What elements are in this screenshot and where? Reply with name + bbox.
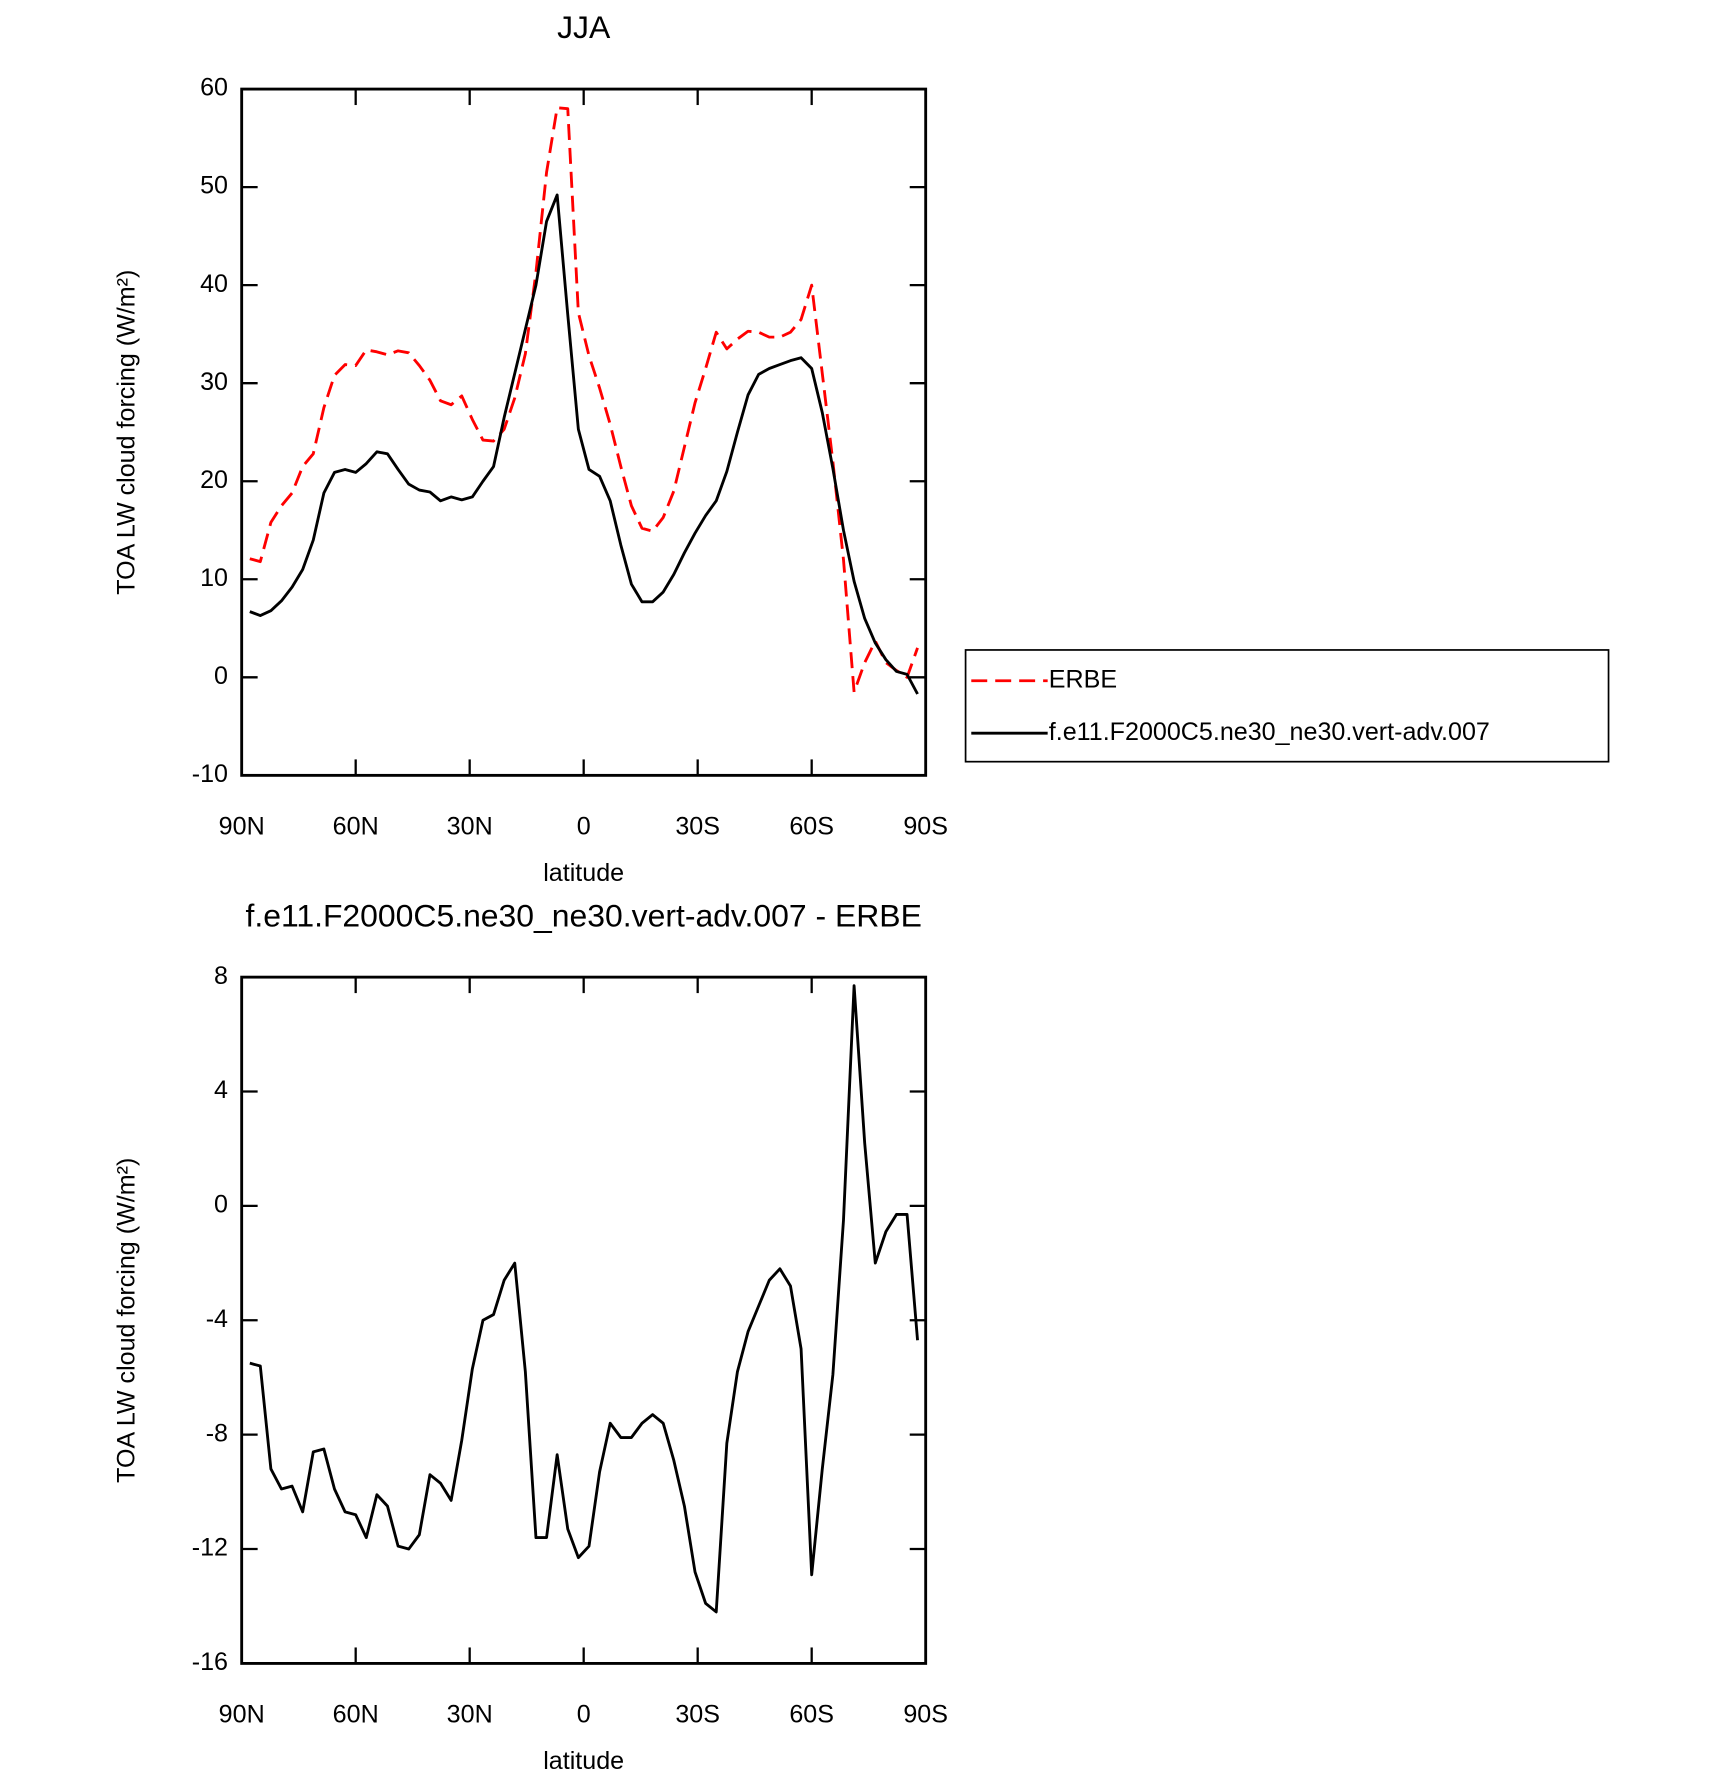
y-tick-label: 20 (200, 466, 228, 494)
x-tick-label: 30N (447, 1700, 493, 1728)
x-tick-label: 60N (333, 812, 379, 840)
x-axis-label: latitude (543, 1747, 624, 1775)
x-tick-label: 60S (789, 1700, 834, 1728)
y-tick-label: 0 (214, 1191, 228, 1219)
chart-title: JJA (557, 9, 611, 45)
x-tick-label: 90N (219, 1700, 265, 1728)
y-tick-label: 8 (214, 962, 228, 990)
y-tick-label: 50 (200, 172, 228, 200)
plot-frame (240, 87, 928, 777)
y-tick-label: 60 (200, 74, 228, 102)
x-tick-label: 60N (333, 1700, 379, 1728)
y-tick-label: -10 (192, 760, 228, 788)
y-tick-label: 10 (200, 564, 228, 592)
y-tick-label: 4 (214, 1076, 228, 1104)
y-tick-label: -8 (206, 1419, 228, 1447)
x-tick-label: 90N (219, 812, 265, 840)
y-axis-label: TOA LW cloud forcing (W/m²) (112, 1158, 140, 1483)
legend-box (964, 649, 1610, 763)
data-line (249, 106, 919, 694)
y-tick-label: -16 (192, 1648, 228, 1676)
data-line (249, 984, 919, 1614)
x-tick-label: 30N (447, 812, 493, 840)
x-tick-label: 30S (675, 1700, 720, 1728)
legend-label: ERBE (1049, 665, 1117, 693)
x-tick-label: 0 (577, 1700, 591, 1728)
x-tick-label: 60S (789, 812, 834, 840)
y-axis-label: TOA LW cloud forcing (W/m²) (112, 270, 140, 595)
x-axis-label: latitude (543, 859, 624, 887)
y-tick-label: 0 (214, 662, 228, 690)
y-tick-label: -12 (192, 1534, 228, 1562)
chart-title: f.e11.F2000C5.ne30_ne30.vert-adv.007 - E… (245, 897, 921, 933)
legend-label: f.e11.F2000C5.ne30_ne30.vert-adv.007 (1049, 718, 1490, 746)
x-tick-label: 90S (903, 812, 948, 840)
x-tick-label: 0 (577, 812, 591, 840)
x-tick-label: 90S (903, 1700, 948, 1728)
y-tick-label: 40 (200, 270, 228, 298)
x-tick-label: 30S (675, 812, 720, 840)
y-tick-label: -4 (206, 1305, 228, 1333)
plot-frame (240, 975, 928, 1665)
data-line (249, 193, 919, 695)
y-tick-label: 30 (200, 368, 228, 396)
